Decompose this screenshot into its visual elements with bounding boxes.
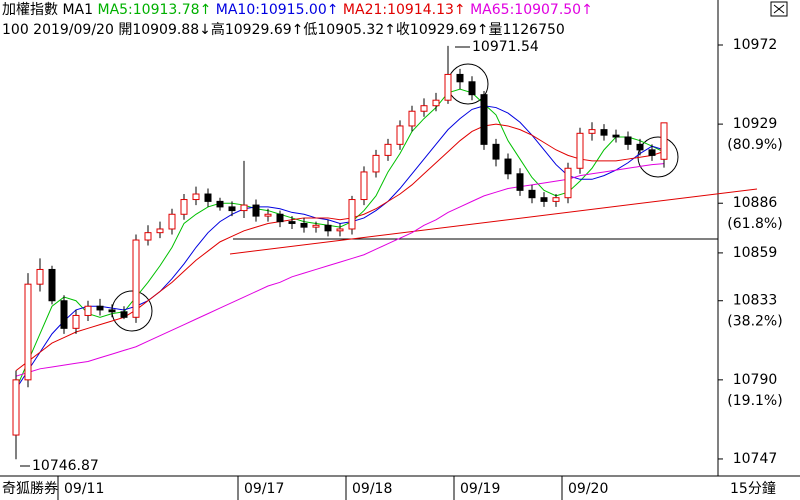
candle-body [288, 221, 296, 224]
candle-body [480, 94, 488, 145]
candle-body [360, 171, 368, 201]
candle-body [636, 143, 644, 151]
candle-body [564, 167, 572, 199]
candle-body [336, 228, 344, 232]
candle-body [648, 149, 656, 156]
close-icon [773, 4, 785, 14]
fib-label: (61.8%) [727, 216, 782, 232]
candle-body [36, 268, 44, 285]
trend-line [229, 188, 758, 255]
candle-body [300, 222, 308, 228]
candle-body [180, 199, 188, 215]
y-tick-label: 10790 [733, 372, 778, 388]
fib-label: (19.1%) [727, 393, 782, 409]
x-tick-label: 09/20 [568, 481, 608, 497]
candle-body [612, 134, 620, 138]
software-label: 奇狐勝券 [2, 480, 58, 497]
candle-body [192, 193, 200, 201]
y-tick-label: 10747 [733, 451, 778, 467]
header-item: MA65:10907.50↑ [470, 2, 593, 18]
y-tick-label: 10929 [733, 116, 778, 132]
candle-body [96, 305, 104, 311]
fib-label: (80.9%) [727, 137, 782, 153]
x-tick-label: 09/17 [244, 481, 284, 497]
candle-body [264, 213, 272, 217]
candle-body [72, 314, 80, 329]
candle-body [492, 143, 500, 160]
candle-body [528, 189, 536, 199]
candle-body [372, 154, 380, 173]
candle-body [120, 311, 128, 318]
candle-body [432, 99, 440, 107]
candle-body [312, 224, 320, 228]
candle-body [240, 204, 248, 212]
candle-body [228, 206, 236, 212]
candle-body [576, 132, 584, 169]
header-item: MA21:10914.13↑ [343, 2, 466, 18]
header: 加權指數 MA1 MA5:10913.78↑ MA10:10915.00↑ MA… [2, 2, 593, 18]
candle-body [24, 283, 32, 381]
candle-body [468, 81, 476, 96]
header-item: 加權指數 [2, 2, 58, 18]
y-tick-label: 10886 [733, 195, 778, 211]
candle-body [444, 73, 452, 101]
high-annotation: 10971.54 [472, 39, 539, 55]
candle-body [84, 305, 92, 316]
header-item: MA5:10913.78↑ [97, 2, 211, 18]
candle-body [396, 125, 404, 145]
candle-body [168, 213, 176, 230]
candle-body [456, 73, 464, 83]
candle-body [144, 232, 152, 241]
period-label: 15分鐘 [730, 480, 776, 497]
candle-body [252, 204, 260, 217]
candle-body [276, 213, 284, 223]
y-tick-label: 10972 [733, 37, 778, 53]
candle-body [12, 379, 20, 436]
candle-body [408, 110, 416, 127]
highlight-circle [637, 136, 679, 178]
candle-body [552, 197, 560, 202]
candle-body [156, 228, 164, 234]
candle-body [132, 239, 140, 318]
x-tick-label: 09/11 [64, 481, 104, 497]
y-tick-label: 10859 [733, 245, 778, 261]
candle-body [600, 129, 608, 136]
info-line: 100 2019/09/20 開10909.88↓高10929.69↑低1090… [2, 21, 565, 38]
candle-body [588, 129, 596, 134]
candle-body [384, 143, 392, 156]
header-item: MA10:10915.00↑ [216, 2, 339, 18]
fib-label: (38.2%) [727, 314, 782, 330]
candle-body [540, 197, 548, 202]
candle-body [420, 105, 428, 112]
low-annotation: 10746.87 [32, 458, 99, 474]
ma-line [15, 163, 665, 377]
candle-body [348, 199, 356, 230]
candle-body [660, 122, 668, 160]
x-tick-label: 09/18 [352, 481, 392, 497]
candle-body [60, 300, 68, 329]
candle-body [624, 136, 632, 145]
candle-body [324, 224, 332, 232]
x-tick-label: 09/19 [460, 481, 500, 497]
candle-body [204, 193, 212, 202]
candle-body [216, 200, 224, 208]
candle-body [48, 268, 56, 302]
candle-body [108, 309, 116, 313]
header-item: MA1 [62, 2, 93, 18]
y-tick-label: 10833 [733, 293, 778, 309]
candle-body [516, 173, 524, 191]
candle-body [504, 158, 512, 175]
